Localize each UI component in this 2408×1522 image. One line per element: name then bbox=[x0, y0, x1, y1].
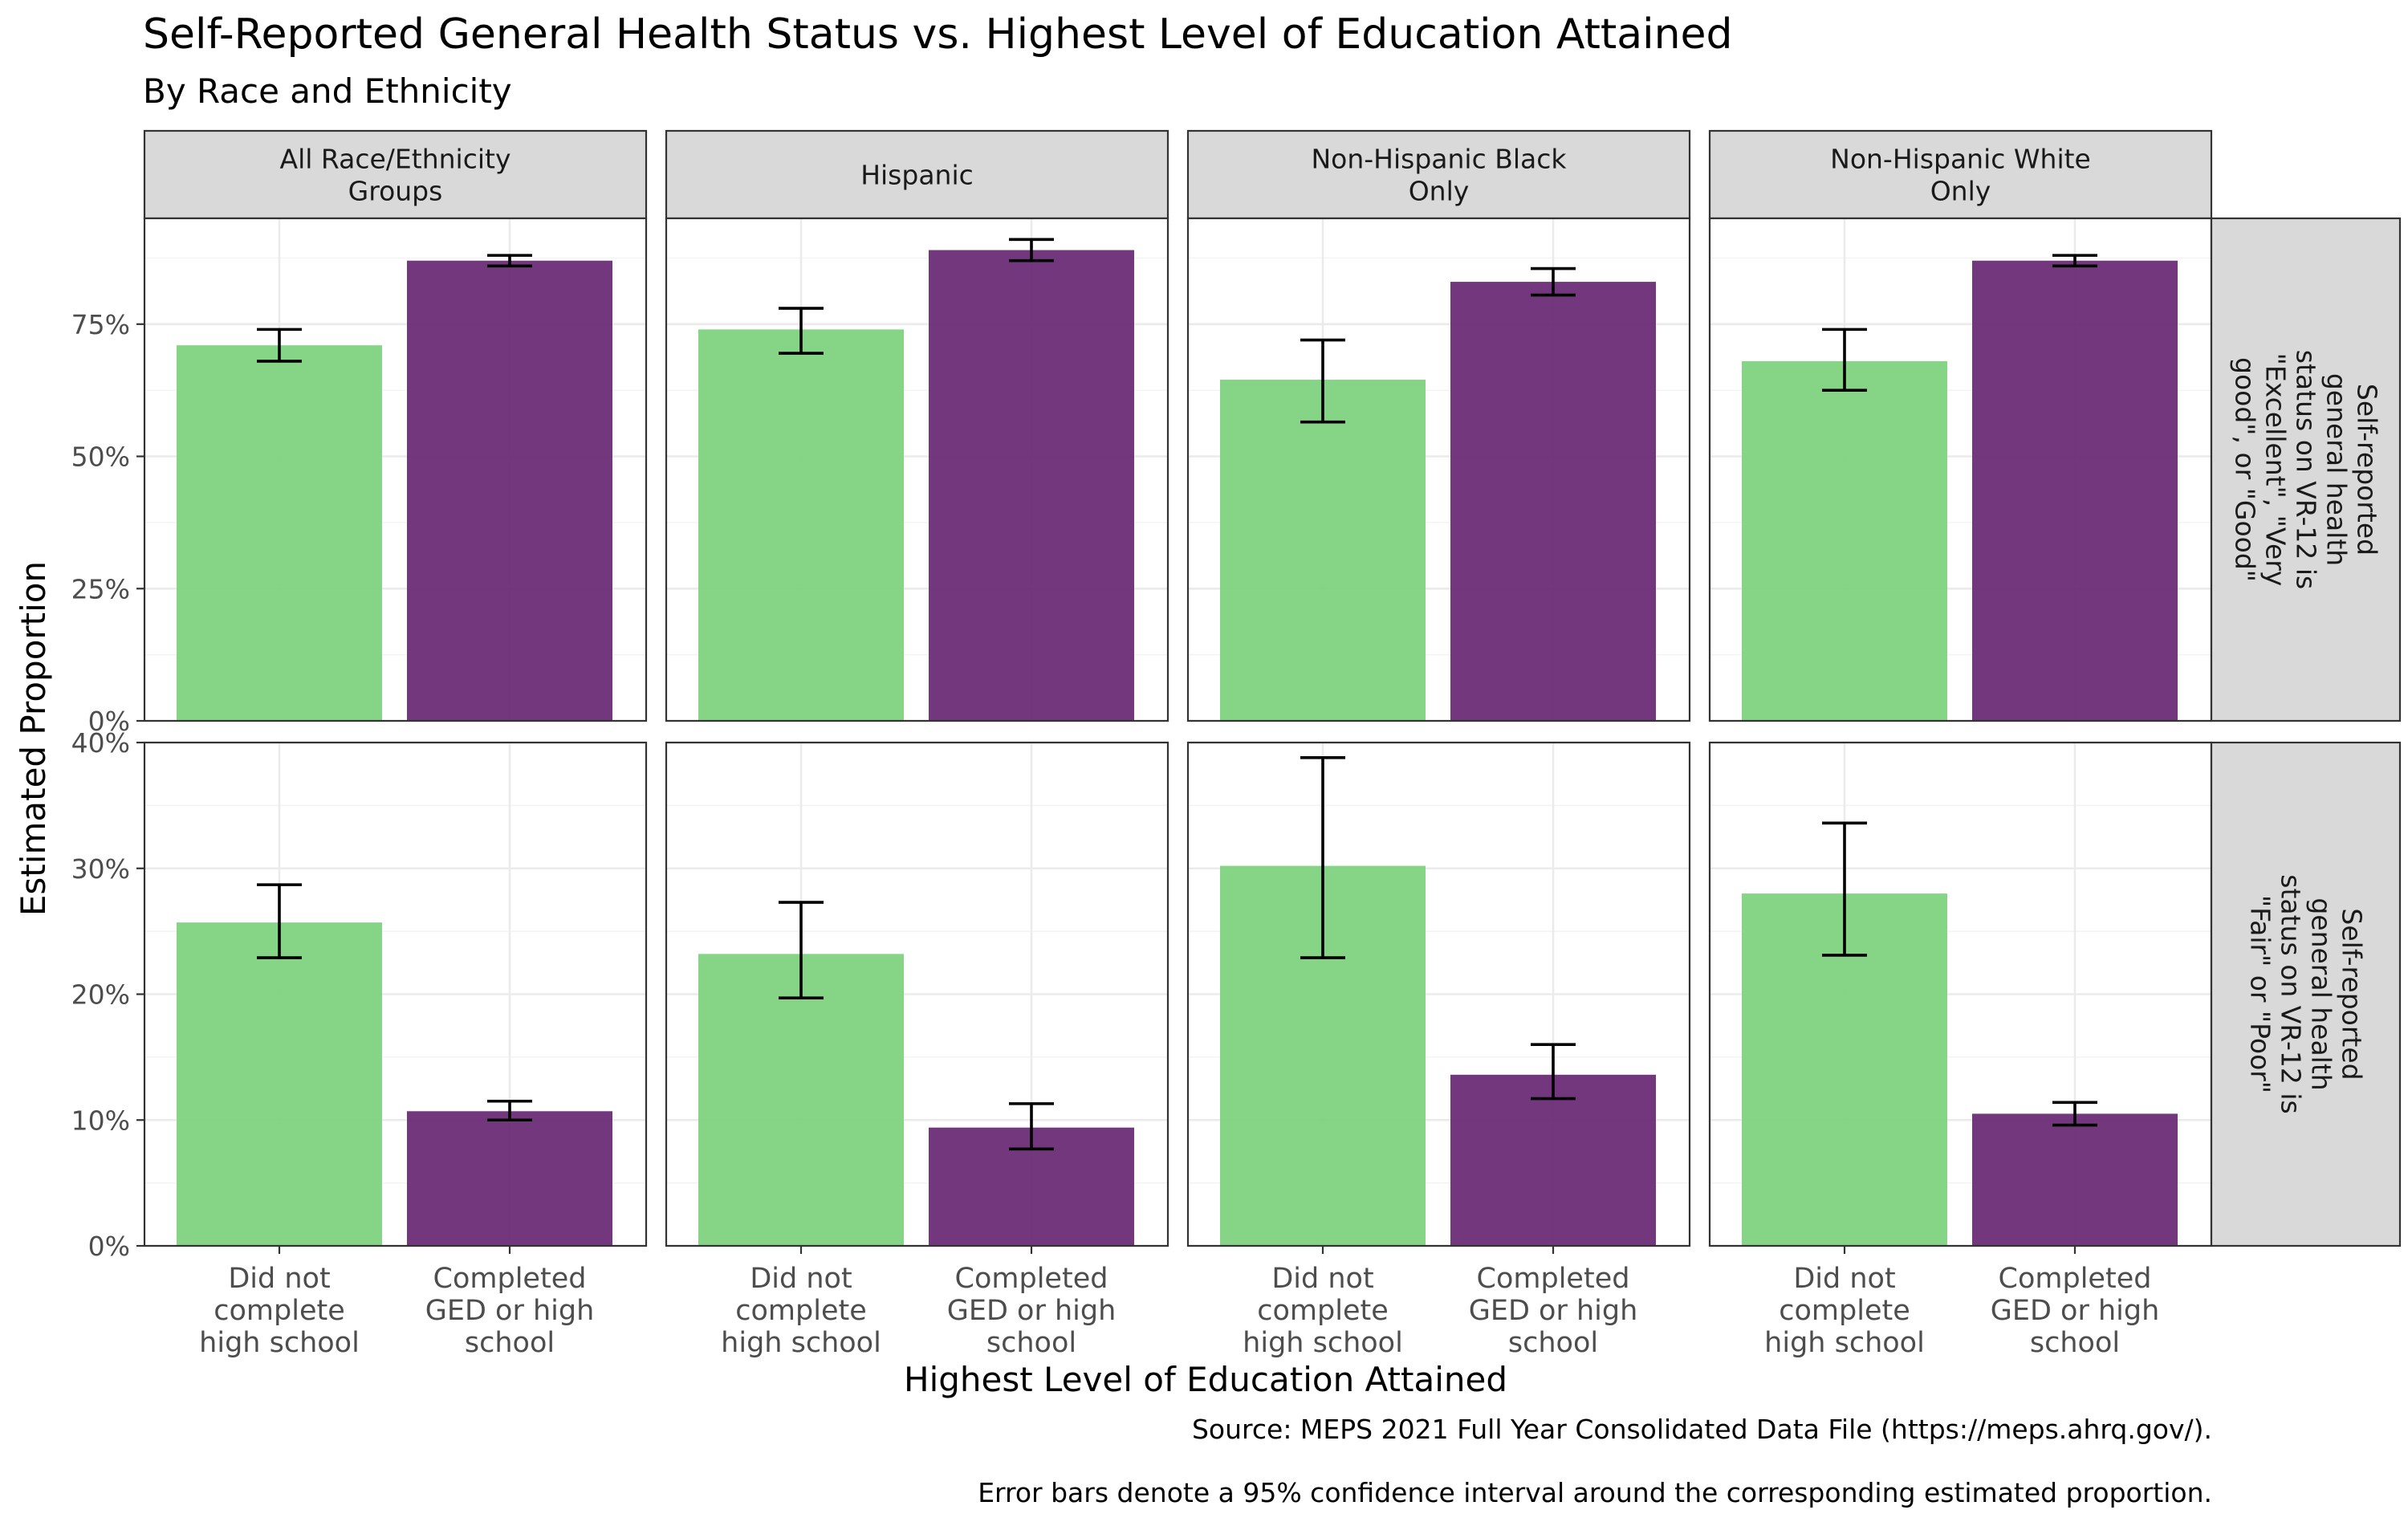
facet-strip-row-label-line: "Fair" or "Poor" bbox=[2245, 895, 2276, 1093]
x-tick-label: GED or high bbox=[1991, 1295, 2160, 1327]
y-axis-title: Estimated Proportion bbox=[14, 561, 53, 916]
x-tick-label: school bbox=[1508, 1327, 1598, 1359]
facet-strip-row-label-line: good", or "Good" bbox=[2230, 357, 2261, 582]
facet-strip-row-label-line: general health bbox=[2306, 897, 2337, 1090]
x-tick-label: high school bbox=[1243, 1327, 1403, 1359]
x-tick-label: Did not bbox=[1793, 1263, 1895, 1295]
panel-border bbox=[1186, 741, 1691, 1247]
y-tick-label: 0% bbox=[88, 1231, 130, 1262]
y-tick-label: 0% bbox=[88, 706, 130, 737]
facet-strip-label: Only bbox=[1409, 176, 1470, 207]
x-tick-label: high school bbox=[721, 1327, 881, 1359]
bar bbox=[698, 954, 904, 1246]
y-tick-label: 75% bbox=[71, 309, 130, 340]
x-tick-label: Did not bbox=[750, 1263, 852, 1295]
x-tick-label: complete bbox=[1257, 1295, 1388, 1327]
x-tick-label: school bbox=[2030, 1327, 2120, 1359]
x-tick-label: Completed bbox=[955, 1263, 1108, 1295]
x-tick-label: complete bbox=[214, 1295, 344, 1327]
bar bbox=[1972, 1113, 2178, 1246]
y-tick-label: 30% bbox=[71, 853, 130, 885]
panel-border bbox=[1186, 217, 1691, 722]
x-tick-label: GED or high bbox=[947, 1295, 1117, 1327]
facet-strip-row-label: Self-reportedgeneral healthstatus on VR-… bbox=[2230, 350, 2383, 589]
facet-strip-column bbox=[1186, 129, 1691, 220]
x-tick-label: Did not bbox=[1271, 1263, 1373, 1295]
facet-strip-row-label: Self-reportedgeneral healthstatus on VR-… bbox=[2245, 874, 2368, 1113]
x-tick-label: high school bbox=[199, 1327, 360, 1359]
panel-border bbox=[143, 741, 648, 1247]
bar bbox=[1450, 1074, 1656, 1246]
panel-border bbox=[665, 217, 1169, 722]
x-tick-label: complete bbox=[1779, 1295, 1910, 1327]
bar bbox=[1742, 360, 1947, 721]
y-tick-label: 10% bbox=[71, 1105, 130, 1136]
facet-strip-column bbox=[143, 129, 648, 220]
bar bbox=[177, 922, 382, 1246]
x-tick-label: high school bbox=[1764, 1327, 1925, 1359]
facet-strip-column bbox=[1708, 129, 2213, 220]
x-tick-label: complete bbox=[735, 1295, 866, 1327]
y-tick-label: 25% bbox=[71, 573, 130, 604]
bar bbox=[1450, 282, 1656, 721]
x-tick-label: Did not bbox=[228, 1263, 330, 1295]
bar bbox=[929, 250, 1134, 721]
x-tick-label: Completed bbox=[1477, 1263, 1630, 1295]
x-tick-label: school bbox=[986, 1327, 1076, 1359]
facet-strip-label: Groups bbox=[348, 176, 443, 207]
facet-strip-row bbox=[2210, 217, 2402, 722]
x-tick-label: Completed bbox=[433, 1263, 587, 1295]
bar bbox=[1972, 260, 2178, 721]
facet-strip-row-label-line: status on VR-12 is bbox=[2276, 874, 2307, 1113]
x-tick-label: GED or high bbox=[425, 1295, 595, 1327]
facet-strip-row-label-line: Self-reported bbox=[2337, 908, 2368, 1080]
facet-strip-label: Only bbox=[1930, 176, 1991, 207]
facet-strip-row-label-line: "Excellent", "Very bbox=[2260, 353, 2292, 587]
x-axis-title: Highest Level of Education Attained bbox=[904, 1360, 1507, 1399]
facet-strip-label: Non-Hispanic Black bbox=[1311, 144, 1567, 175]
facet-strip-row-label-line: general health bbox=[2321, 373, 2353, 566]
chart-title: Self-Reported General Health Status vs. … bbox=[143, 10, 1733, 59]
bar bbox=[1220, 379, 1426, 721]
panel-border bbox=[143, 217, 648, 722]
y-tick-label: 40% bbox=[71, 727, 130, 759]
y-tick-label: 20% bbox=[71, 979, 130, 1011]
caption-errorbars: Error bars denote a 95% confidence inter… bbox=[978, 1477, 2212, 1508]
facet-strip-label: All Race/Ethnicity bbox=[280, 144, 511, 175]
caption-source: Source: MEPS 2021 Full Year Consolidated… bbox=[1192, 1414, 2212, 1445]
bar bbox=[698, 329, 904, 721]
facet-strip-row bbox=[2210, 741, 2402, 1247]
chart-subtitle: By Race and Ethnicity bbox=[143, 71, 512, 111]
panel-border bbox=[665, 741, 1169, 1247]
facet-strip-label: Hispanic bbox=[860, 160, 974, 191]
bar bbox=[407, 1111, 612, 1246]
bar bbox=[407, 260, 612, 721]
y-tick-label: 50% bbox=[71, 442, 130, 473]
facet-strip-column bbox=[665, 129, 1169, 220]
x-tick-label: school bbox=[465, 1327, 555, 1359]
facet-strip-label: Non-Hispanic White bbox=[1830, 144, 2091, 175]
x-tick-label: GED or high bbox=[1469, 1295, 1638, 1327]
x-tick-label: Completed bbox=[1999, 1263, 2152, 1295]
bar bbox=[177, 345, 382, 721]
facet-strip-row-label-line: Self-reported bbox=[2352, 384, 2383, 555]
facet-strip-row-label-line: status on VR-12 is bbox=[2291, 350, 2322, 589]
